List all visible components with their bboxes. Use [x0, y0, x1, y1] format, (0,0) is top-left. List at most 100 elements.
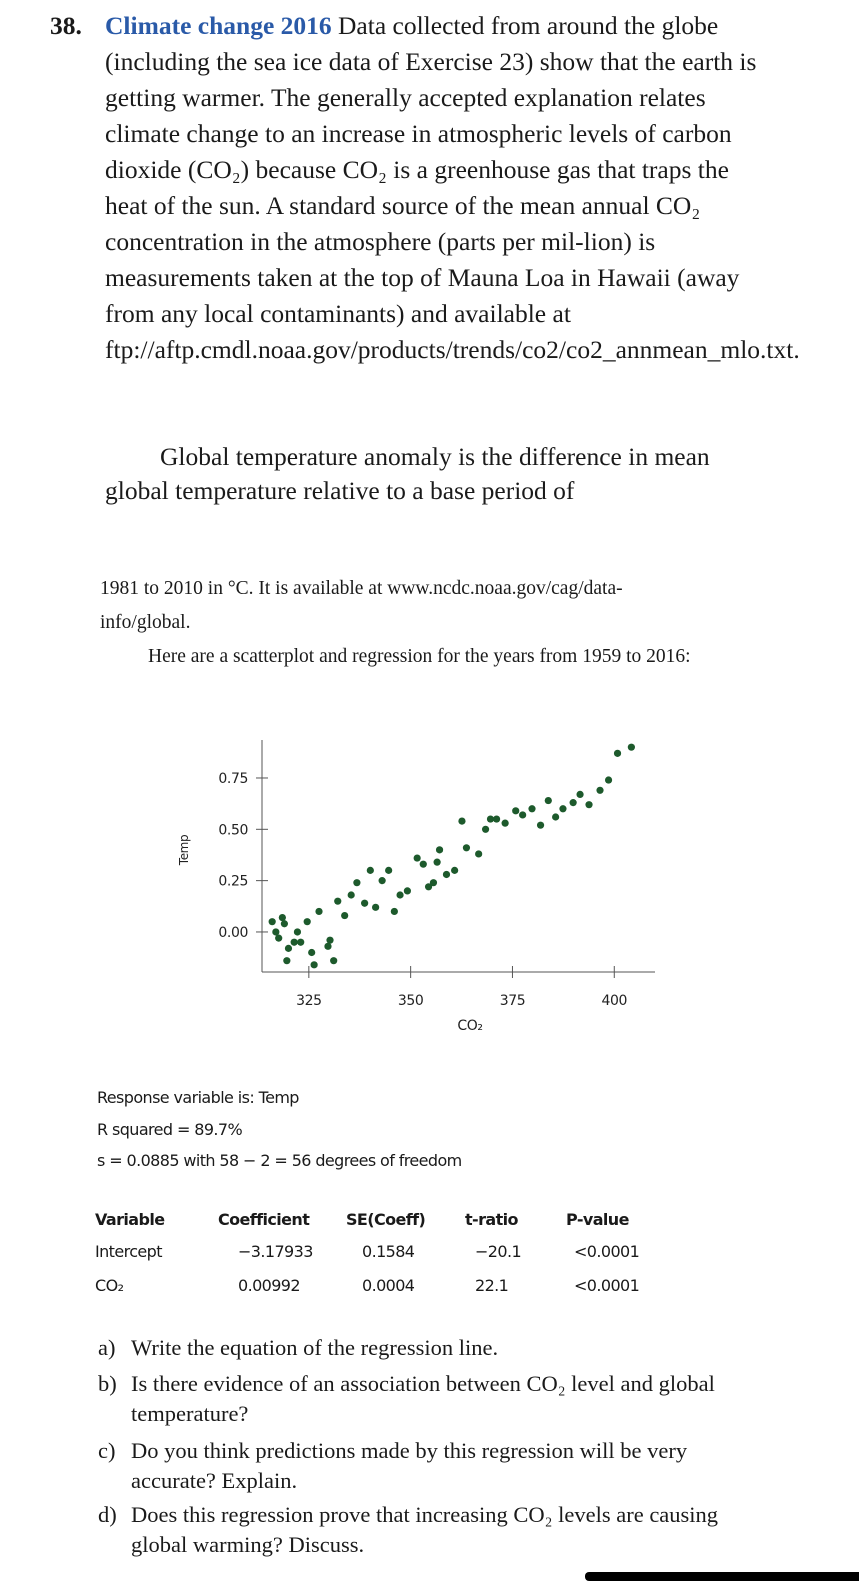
point	[403, 887, 411, 895]
table-cell: 22.1	[475, 1276, 509, 1295]
table-cell: Intercept	[95, 1242, 162, 1261]
regression-line: R squared = 89.7%	[97, 1120, 243, 1139]
table-cell: 0.0004	[362, 1276, 415, 1295]
point	[366, 866, 374, 874]
point	[324, 942, 332, 950]
point	[462, 844, 471, 852]
point	[347, 891, 355, 899]
table-header: Coefficient	[218, 1210, 310, 1229]
table-cell: 0.1584	[362, 1242, 415, 1261]
x-tick-label: 375	[500, 993, 526, 1009]
point	[272, 928, 280, 936]
point	[290, 938, 298, 946]
point	[536, 821, 545, 829]
x-tick-label: 400	[602, 993, 628, 1009]
point	[283, 957, 291, 965]
question-text: Does this regression prove that increasi…	[131, 1502, 719, 1557]
point	[596, 786, 604, 794]
paragraph: Here are a scatterplot and regression fo…	[148, 646, 691, 667]
point	[390, 907, 398, 916]
point	[451, 866, 459, 874]
point	[559, 805, 567, 813]
question-text: Write the equation of the regression lin…	[131, 1335, 499, 1360]
y-tick-label: 0.25	[218, 874, 248, 890]
problem-title: Climate change 2016	[105, 11, 332, 40]
point	[613, 749, 622, 757]
question: c) Do you think predictions made by this …	[98, 1436, 748, 1496]
table-header: Variable	[95, 1210, 165, 1229]
point	[585, 801, 593, 809]
x-axis-label: CO₂	[457, 1018, 482, 1034]
x-tick-label: 325	[296, 993, 322, 1009]
question: a) Write the equation of the regression l…	[98, 1333, 748, 1363]
point	[396, 891, 404, 899]
point	[512, 807, 520, 815]
y-axis-label: Temp	[177, 835, 191, 866]
point	[486, 815, 495, 823]
question-label: d)	[98, 1502, 117, 1527]
table-cell: <0.0001	[574, 1276, 640, 1295]
point	[280, 920, 288, 928]
point	[569, 799, 577, 807]
point	[385, 866, 393, 874]
point	[284, 944, 293, 952]
point	[275, 934, 283, 942]
point	[310, 961, 318, 969]
table-cell: −20.1	[475, 1242, 522, 1261]
point	[475, 850, 483, 858]
question-text: Is there evidence of an association betw…	[131, 1371, 715, 1426]
decor-bar	[585, 1572, 859, 1581]
table-header: P-value	[566, 1210, 629, 1229]
scatterplot: CO₂ Temp 0.00 0.25 0.50 0.75 325 350 375 400	[177, 740, 655, 1034]
point	[372, 903, 380, 911]
point	[297, 938, 305, 946]
point	[528, 805, 536, 813]
paragraph: 1981 to 2010 in °C. It is available at w…	[100, 578, 623, 633]
problem-paragraph: 38. Climate change 2016 Data collected fr…	[50, 8, 800, 368]
point	[442, 870, 451, 879]
y-tick-label: 0.50	[218, 822, 248, 838]
regression-line: Response variable is: Temp	[97, 1088, 299, 1107]
point	[433, 858, 441, 866]
point	[308, 948, 316, 957]
point	[435, 846, 444, 854]
table-cell: −3.17933	[238, 1242, 313, 1261]
problem-intro: Data collected from around the globe (in…	[105, 11, 800, 364]
point	[315, 907, 323, 916]
question-text: Do you think predictions made by this re…	[131, 1438, 688, 1493]
question: d) Does this regression prove that increa…	[98, 1500, 748, 1560]
y-tick-label: 0.00	[218, 925, 248, 941]
point	[326, 936, 334, 944]
point	[419, 860, 427, 868]
paragraph: Global temperature anomaly is the differ…	[105, 442, 710, 505]
question-label: c)	[98, 1438, 116, 1463]
point	[519, 811, 527, 819]
point	[492, 815, 501, 823]
point	[278, 913, 286, 922]
table-cell: <0.0001	[574, 1242, 640, 1261]
question: b) Is there evidence of an association be…	[98, 1369, 748, 1429]
x-tick-label: 350	[398, 993, 424, 1009]
y-tick-label: 0.75	[218, 771, 248, 787]
point	[424, 883, 433, 891]
table-header: SE(Coeff)	[346, 1210, 426, 1229]
point	[303, 918, 311, 926]
point	[429, 879, 438, 887]
table-cell: 0.00992	[238, 1276, 301, 1295]
point	[361, 899, 369, 907]
regression-line: s = 0.0885 with 58 − 2 = 56 degrees of f…	[97, 1151, 462, 1170]
point	[627, 743, 635, 751]
point	[481, 825, 490, 833]
table-cell: CO₂	[95, 1276, 124, 1295]
point	[413, 854, 421, 862]
point	[501, 819, 509, 827]
point	[353, 879, 361, 887]
point	[330, 957, 338, 965]
point	[576, 790, 584, 799]
point	[552, 813, 560, 821]
problem-number: 38.	[50, 11, 82, 40]
point	[458, 817, 466, 825]
point	[544, 796, 552, 805]
question-label: b)	[98, 1371, 117, 1396]
